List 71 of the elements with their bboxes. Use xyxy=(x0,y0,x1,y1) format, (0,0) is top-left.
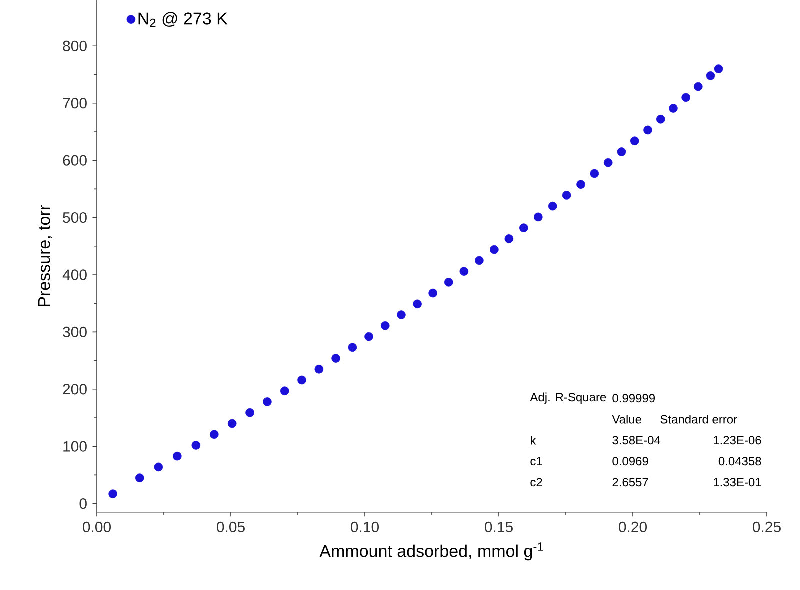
point xyxy=(228,419,237,428)
point xyxy=(413,300,422,308)
point xyxy=(263,397,272,406)
y-tick-label: 700 xyxy=(63,98,87,108)
point xyxy=(380,321,390,330)
annotation: Standard error xyxy=(660,414,738,424)
annotation: 0.99999 xyxy=(612,394,656,402)
point xyxy=(475,256,484,265)
point xyxy=(617,147,626,156)
point xyxy=(682,93,690,102)
y-tick-label: 600 xyxy=(63,155,87,166)
y-tick-label: 100 xyxy=(64,441,87,452)
point xyxy=(108,489,118,498)
point xyxy=(520,223,528,232)
annotation: k xyxy=(531,436,536,445)
y-tick-label: 200 xyxy=(63,384,87,395)
point xyxy=(714,64,724,74)
point xyxy=(562,190,572,200)
point xyxy=(490,245,499,254)
point xyxy=(364,332,374,341)
annotation: 2.6557 xyxy=(612,478,648,486)
point xyxy=(397,310,406,320)
x-tick-label: 0.10 xyxy=(350,522,380,532)
point xyxy=(298,376,306,384)
point xyxy=(548,202,558,211)
annotation: c1 xyxy=(530,457,542,466)
point xyxy=(135,473,144,482)
legend-label: N$_{2}$ @ 273 K xyxy=(138,12,228,27)
point xyxy=(669,104,678,113)
annotation: Adj. R-Square xyxy=(530,392,606,404)
point xyxy=(210,430,219,439)
point xyxy=(460,266,469,276)
point xyxy=(444,278,454,287)
y-tick-label: 300 xyxy=(63,326,87,338)
point xyxy=(644,126,652,134)
point xyxy=(604,158,613,168)
point xyxy=(154,462,164,472)
x-tick-label: 0.20 xyxy=(618,522,648,532)
point xyxy=(534,212,543,222)
point xyxy=(173,452,182,461)
point xyxy=(332,354,340,363)
annotation: 1.33E-01 xyxy=(714,478,762,486)
x-axis-title: Ammount adsorbed, mmol g$^{-1}$ xyxy=(320,542,544,560)
y-tick-label: 800 xyxy=(63,40,87,52)
x-tick-label: 0.25 xyxy=(752,522,781,532)
y-tick-label: 400 xyxy=(62,269,87,280)
x-tick-label: 0.05 xyxy=(216,522,245,532)
x-tick-label: 0.00 xyxy=(82,522,112,532)
y-axis-title: Pressure, torr xyxy=(38,205,52,306)
y-tick-label: 0 xyxy=(80,498,87,509)
point xyxy=(348,343,358,352)
point xyxy=(706,71,716,80)
point xyxy=(192,440,201,450)
point xyxy=(630,136,640,146)
annotation: 0.04358 xyxy=(718,456,762,466)
annotation: 0.0969 xyxy=(612,456,648,466)
point xyxy=(656,114,666,124)
point xyxy=(576,180,586,189)
x-tick-label: 0.15 xyxy=(484,522,513,532)
point xyxy=(504,234,514,244)
point xyxy=(590,169,600,178)
annotation: 3.58E-04 xyxy=(612,436,661,444)
point xyxy=(314,364,324,374)
point xyxy=(428,288,438,298)
annotation: c2 xyxy=(530,478,542,486)
point xyxy=(246,408,254,418)
y-tick-label: 500 xyxy=(63,212,87,223)
annotation: 1.23E-06 xyxy=(714,436,762,444)
point xyxy=(694,82,703,91)
point xyxy=(280,386,290,396)
annotation: Value xyxy=(612,414,642,424)
